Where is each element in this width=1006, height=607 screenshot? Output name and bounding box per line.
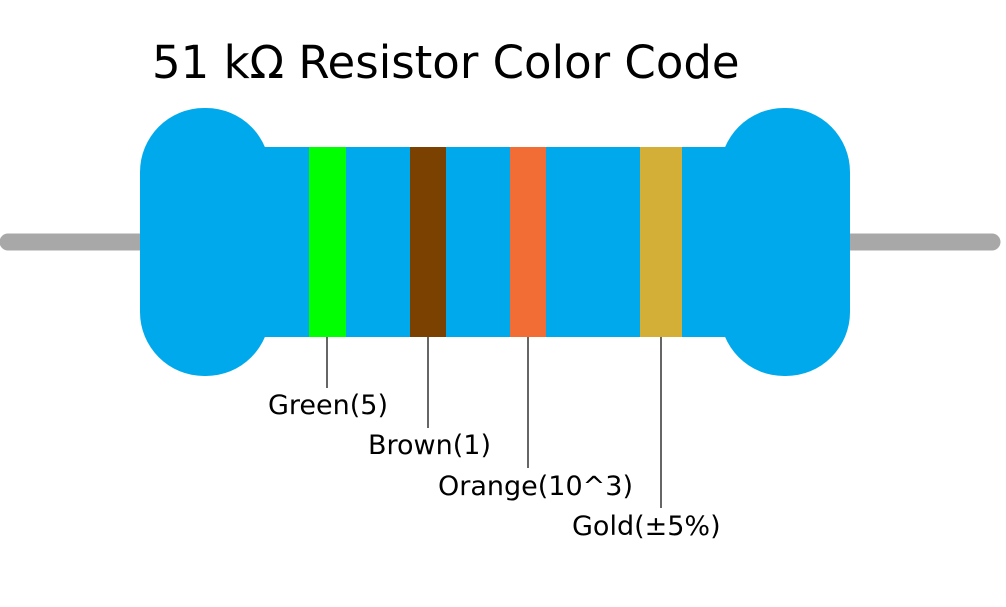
resistor-body bbox=[140, 108, 850, 376]
diagram-title: 51 kΩ Resistor Color Code bbox=[152, 36, 740, 89]
band-gold bbox=[640, 147, 682, 337]
band-label-orange: Orange(10^3) bbox=[438, 471, 633, 502]
band-green bbox=[309, 147, 346, 337]
band-brown bbox=[410, 147, 446, 337]
band-label-gold: Gold(±5%) bbox=[572, 511, 721, 542]
band-label-brown: Brown(1) bbox=[368, 430, 491, 461]
band-label-green: Green(5) bbox=[268, 390, 388, 421]
left-end-cap bbox=[140, 108, 270, 376]
band-orange bbox=[510, 147, 546, 337]
right-end-cap bbox=[720, 108, 850, 376]
